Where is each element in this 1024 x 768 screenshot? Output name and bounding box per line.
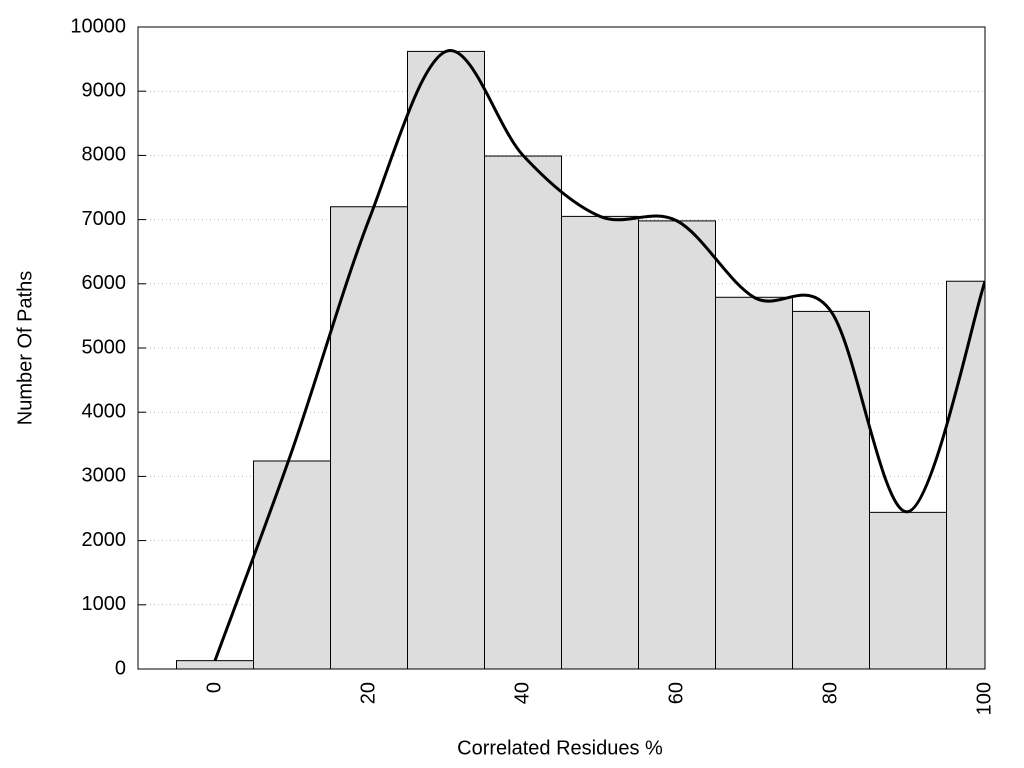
y-tick-label: 2000 — [82, 529, 127, 551]
x-tick-label: 100 — [973, 682, 995, 715]
y-tick-label: 6000 — [82, 272, 127, 294]
y-tick-label: 4000 — [82, 400, 127, 422]
bar — [946, 280, 985, 669]
plot — [176, 49, 985, 669]
x-tick-label: 20 — [357, 682, 379, 704]
y-tick-label: 8000 — [82, 144, 127, 166]
bar — [638, 220, 716, 669]
bar — [561, 215, 639, 669]
y-tick-label: 9000 — [82, 79, 127, 101]
bar — [330, 206, 408, 669]
x-tick-label: 40 — [511, 682, 533, 704]
y-tick-label: 10000 — [70, 15, 126, 37]
y-axis-label: Number Of Paths — [14, 271, 36, 426]
y-tick-label: 5000 — [82, 336, 127, 358]
bar — [715, 296, 793, 669]
y-tick-label: 1000 — [82, 593, 127, 615]
y-tick-label: 3000 — [82, 465, 127, 487]
x-axis-label: Correlated Residues % — [457, 737, 663, 759]
bar — [792, 310, 870, 669]
curve — [213, 49, 985, 662]
x-tick-label: 60 — [665, 682, 687, 704]
bar — [253, 460, 331, 669]
x-tick-label: 80 — [819, 682, 841, 704]
bar — [869, 511, 947, 669]
y-tick-label: 7000 — [82, 208, 127, 230]
plot-frame — [137, 26, 986, 670]
y-tick-label: 0 — [115, 657, 126, 679]
bar — [484, 155, 562, 669]
x-tick-label: 0 — [203, 682, 225, 693]
bar — [407, 50, 485, 669]
bar — [176, 660, 254, 669]
